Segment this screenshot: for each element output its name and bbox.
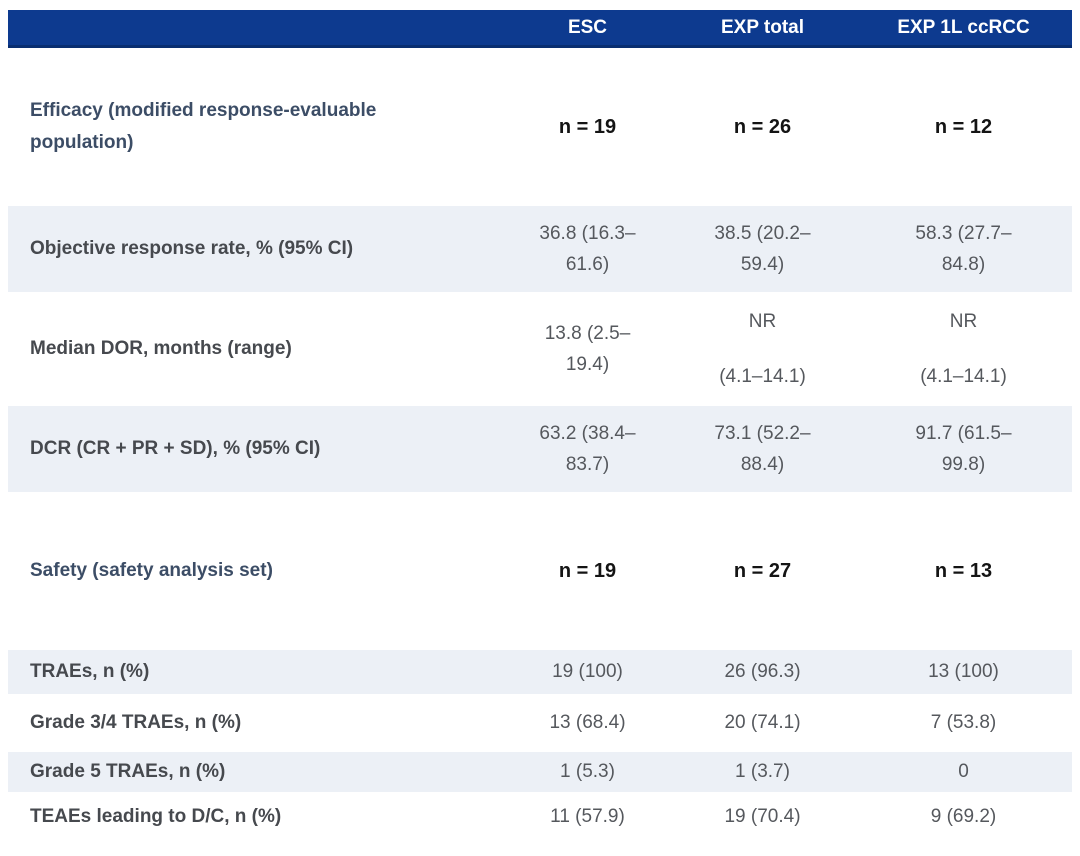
efficacy-safety-table: ESC EXP total EXP 1L ccRCC Efficacy (mod… [8,10,1072,842]
cell-exp-1l: 58.3 (27.7–84.8) [855,206,1072,292]
section-row-efficacy: Efficacy (modified response-evaluable po… [8,46,1072,206]
cell-exp-total: 26 (96.3) [670,650,855,694]
cell-exp-total: 73.1 (52.2–88.4) [670,406,855,492]
cell-exp-1l: 7 (53.8) [930,712,997,734]
safety-n-exp-total: n = 27 [670,492,855,650]
cell-value: 63.2 (38.4–83.7) [539,422,636,475]
cell-esc: 1 (5.3) [505,752,670,792]
row-dcr: DCR (CR + PR + SD), % (95% CI) 63.2 (38.… [8,406,1072,492]
cell-value: 36.8 (16.3–61.6) [539,222,636,275]
cell-esc: 13 (68.4) [549,712,626,734]
row-teaes-leading-to-dc: TEAEs leading to D/C, n (%) 11 (57.9) 19… [8,792,1072,842]
header-col-exp-1l-ccrcc: EXP 1L ccRCC [855,10,1072,48]
row-label: Median DOR, months (range) [30,338,292,360]
cell-esc: 19 (100) [505,650,670,694]
safety-n-exp-1l: n = 13 [855,492,1072,650]
cell-esc: 63.2 (38.4–83.7) [505,406,670,492]
section-label-efficacy: Efficacy (modified response-evaluable po… [30,99,377,153]
cell-esc: 36.8 (16.3–61.6) [505,206,670,292]
cell-exp-1l: NR (4.1–14.1) [855,292,1072,406]
efficacy-n-exp-1l: n = 12 [855,46,1072,206]
cell-exp-1l: 91.7 (61.5–99.8) [855,406,1072,492]
row-label: Grade 3/4 TRAEs, n (%) [30,712,242,734]
row-label: TRAEs, n (%) [8,650,505,694]
row-traes: TRAEs, n (%) 19 (100) 26 (96.3) 13 (100) [8,650,1072,694]
cell-exp-total: 19 (70.4) [724,806,801,828]
cell-exp-total: 38.5 (20.2–59.4) [670,206,855,292]
cell-esc: 11 (57.9) [550,806,625,828]
cell-exp-total: 1 (3.7) [670,752,855,792]
cell-value-two-lines: NR (4.1–14.1) [855,307,1072,391]
header-col-esc: ESC [505,10,670,48]
section-row-safety: Safety (safety analysis set) n = 19 n = … [8,492,1072,650]
cell-exp-total: NR (4.1–14.1) [670,292,855,406]
cell-value-line1: NR [949,311,978,332]
header-empty-cell [8,10,505,48]
table-header-row: ESC EXP total EXP 1L ccRCC [8,10,1072,48]
cell-exp-1l: 0 [855,752,1072,792]
row-label: DCR (CR + PR + SD), % (95% CI) [8,406,505,492]
section-label-efficacy-cell: Efficacy (modified response-evaluable po… [8,46,505,206]
row-median-dor: Median DOR, months (range) 13.8 (2.5–19.… [8,292,1072,406]
cell-exp-1l: 13 (100) [855,650,1072,694]
row-grade-5-traes: Grade 5 TRAEs, n (%) 1 (5.3) 1 (3.7) 0 [8,752,1072,792]
cell-value: 91.7 (61.5–99.8) [915,422,1012,475]
cell-value: 73.1 (52.2–88.4) [714,422,811,475]
section-label-safety: Safety (safety analysis set) [30,559,273,581]
section-label-safety-cell: Safety (safety analysis set) [8,492,505,650]
cell-value-line2: (4.1–14.1) [920,365,1007,387]
cell-value-line2: (4.1–14.1) [719,365,806,387]
cell-exp-1l: 9 (69.2) [930,806,997,828]
safety-n-esc: n = 19 [505,492,670,650]
cell-value: 13.8 (2.5–19.4) [544,322,631,375]
row-label: TEAEs leading to D/C, n (%) [30,806,282,828]
cell-value-line1: NR [748,311,777,332]
cell-exp-total: 20 (74.1) [724,712,801,734]
efficacy-n-esc: n = 19 [505,46,670,206]
efficacy-n-exp-total: n = 26 [670,46,855,206]
row-grade-3-4-traes: Grade 3/4 TRAEs, n (%) 13 (68.4) 20 (74.… [8,694,1072,752]
row-label: Grade 5 TRAEs, n (%) [8,752,505,792]
row-label: Objective response rate, % (95% CI) [8,206,505,292]
row-objective-response-rate: Objective response rate, % (95% CI) 36.8… [8,206,1072,292]
cell-value: 58.3 (27.7–84.8) [915,222,1012,275]
header-col-exp-total: EXP total [670,10,855,48]
cell-value: 38.5 (20.2–59.4) [714,222,811,275]
cell-esc: 13.8 (2.5–19.4) [505,292,670,406]
cell-value-two-lines: NR (4.1–14.1) [670,307,855,391]
